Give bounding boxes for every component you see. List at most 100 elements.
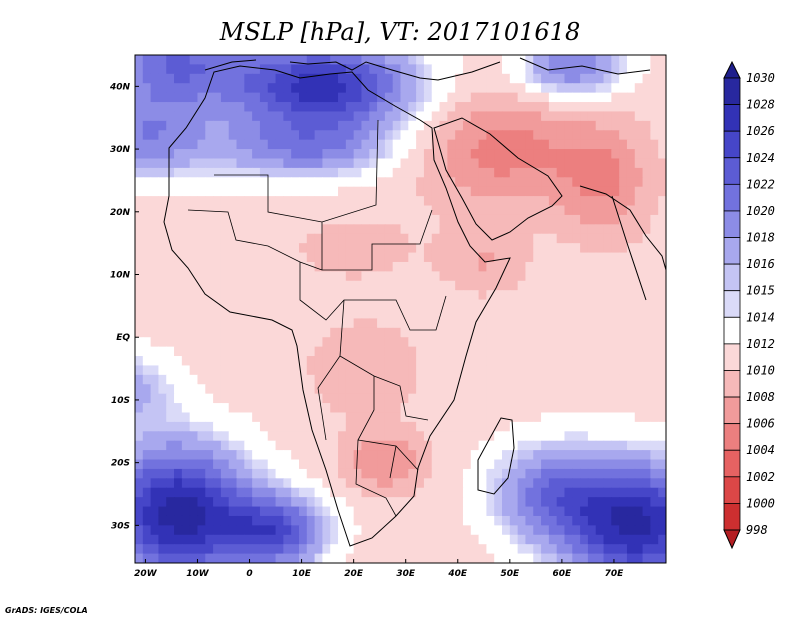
field-cell <box>205 158 214 169</box>
field-cell <box>587 214 597 225</box>
field-cell <box>236 196 245 207</box>
field-cell <box>517 318 527 329</box>
field-cell <box>369 196 378 207</box>
field-cell <box>572 177 581 188</box>
field-cell <box>486 111 495 122</box>
field-cell <box>470 468 480 479</box>
field-cell <box>267 318 277 329</box>
field-cell <box>377 64 386 75</box>
field-cell <box>330 83 339 94</box>
field-cell <box>634 506 644 517</box>
field-cell <box>556 534 566 545</box>
field-cell <box>291 374 300 385</box>
field-cell <box>502 337 511 348</box>
field-cell <box>142 290 152 301</box>
field-cell <box>400 102 409 113</box>
field-cell <box>525 130 534 141</box>
field-cell <box>439 459 448 470</box>
field-cell <box>439 186 448 197</box>
field-cell <box>548 534 558 545</box>
field-cell <box>298 403 308 414</box>
field-cell <box>330 167 339 178</box>
field-cell <box>478 374 487 385</box>
field-cell <box>205 318 214 329</box>
field-cell <box>361 487 370 498</box>
field-cell <box>197 120 206 131</box>
field-cell <box>220 459 230 470</box>
field-cell <box>494 393 503 404</box>
field-cell <box>619 497 628 508</box>
field-cell <box>259 365 269 376</box>
field-cell <box>431 440 441 451</box>
field-cell <box>517 421 527 432</box>
field-cell <box>572 196 581 207</box>
field-cell <box>377 233 386 244</box>
field-cell <box>298 478 308 489</box>
field-cell <box>213 290 222 301</box>
field-cell <box>228 403 238 414</box>
field-cell <box>228 309 238 320</box>
field-cell <box>447 92 456 103</box>
colorbar-label: 1000 <box>746 496 775 510</box>
field-cell <box>400 177 409 188</box>
field-cell <box>650 459 659 470</box>
field-cell <box>416 412 425 423</box>
field-cell <box>525 214 534 225</box>
field-cell <box>291 214 300 225</box>
field-cell <box>228 158 238 169</box>
field-cell <box>236 515 245 526</box>
field-cell <box>423 149 433 160</box>
field-cell <box>338 384 347 395</box>
field-cell <box>275 64 284 75</box>
field-cell <box>626 186 636 197</box>
field-cell <box>556 421 566 432</box>
field-cell <box>259 290 269 301</box>
field-cell <box>252 130 261 141</box>
field-cell <box>494 384 503 395</box>
field-cell <box>509 393 519 404</box>
field-cell <box>189 478 199 489</box>
field-cell <box>564 111 573 122</box>
field-cell <box>447 384 456 395</box>
field-cell <box>525 421 534 432</box>
field-cell <box>587 280 597 291</box>
colorbar-label: 1010 <box>746 363 775 377</box>
field-cell <box>642 459 651 470</box>
field-cell <box>650 478 659 489</box>
field-cell <box>548 459 558 470</box>
field-cell <box>541 515 550 526</box>
field-cell <box>572 515 581 526</box>
field-cell <box>416 83 425 94</box>
field-cell <box>291 421 300 432</box>
field-cell <box>541 553 550 563</box>
field-cell <box>650 468 659 479</box>
field-cell <box>236 374 245 385</box>
field-cell <box>330 553 339 563</box>
field-cell <box>377 214 386 225</box>
field-cell <box>431 515 441 526</box>
field-cell <box>478 421 487 432</box>
field-cell <box>650 440 659 451</box>
colorbar-label: 1014 <box>746 310 775 324</box>
field-cell <box>509 515 519 526</box>
field-cell <box>298 177 308 188</box>
field-cell <box>330 177 339 188</box>
field-cell <box>322 506 331 517</box>
field-cell <box>525 365 534 376</box>
field-cell <box>392 224 402 235</box>
field-cell <box>135 337 144 348</box>
field-cell <box>611 214 620 225</box>
field-cell <box>174 497 183 508</box>
field-cell <box>658 73 666 84</box>
field-cell <box>384 55 394 66</box>
field-cell <box>470 290 480 301</box>
field-cell <box>478 55 487 66</box>
field-cell <box>619 468 628 479</box>
field-cell <box>416 525 425 536</box>
field-cell <box>533 374 542 385</box>
field-cell <box>486 468 495 479</box>
field-cell <box>580 130 589 141</box>
field-cell <box>541 412 550 423</box>
field-cell <box>330 468 339 479</box>
field-cell <box>353 167 363 178</box>
